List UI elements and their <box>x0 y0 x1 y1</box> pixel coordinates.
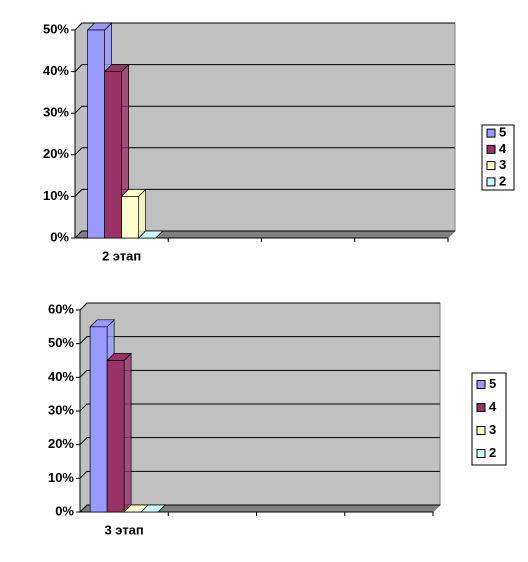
y-tick-label: 10% <box>48 470 74 485</box>
grid-line <box>79 336 440 345</box>
x-tick-label: 2 этап <box>102 248 141 263</box>
grid-line <box>74 105 455 114</box>
y-tick-label: 40% <box>48 369 74 384</box>
grid-line <box>74 22 455 31</box>
legend-swatch <box>476 380 486 389</box>
bar-top <box>137 230 164 239</box>
grid-line <box>74 147 455 156</box>
bar <box>121 196 139 239</box>
legend-swatch <box>476 449 486 458</box>
y-tick-label: 50% <box>48 335 74 350</box>
legend-label: 3 <box>499 157 506 172</box>
grid-line <box>79 403 440 412</box>
legend-swatch <box>476 403 486 412</box>
y-tick-label: 10% <box>43 188 69 203</box>
grid-line <box>79 302 440 311</box>
bar <box>87 29 105 239</box>
grid-line <box>74 230 455 239</box>
legend-label: 5 <box>499 125 506 140</box>
legend-label: 5 <box>489 376 496 391</box>
legend-swatch <box>486 128 496 138</box>
grid-line <box>79 437 440 446</box>
y-tick-label: 0% <box>55 503 74 518</box>
legend-swatch <box>486 161 496 171</box>
legend-label: 2 <box>499 173 506 188</box>
y-tick-label: 50% <box>43 21 69 36</box>
legend-label: 2 <box>489 445 496 460</box>
grid-line <box>74 64 455 72</box>
y-tick-label: 30% <box>43 105 69 120</box>
y-tick-label: 20% <box>43 146 69 161</box>
legend-swatch <box>486 144 496 154</box>
grid-line <box>79 470 440 479</box>
bar <box>104 71 122 239</box>
legend-swatch <box>476 426 486 435</box>
plot-wall <box>79 302 441 514</box>
bar-side <box>138 188 146 239</box>
bar <box>106 360 125 513</box>
x-tick-label: 3 этап <box>104 522 143 537</box>
legend-swatch <box>486 177 496 187</box>
y-tick-label: 30% <box>48 402 74 417</box>
bar <box>89 326 108 513</box>
y-tick-label: 0% <box>50 229 69 244</box>
legend-label: 3 <box>489 422 496 437</box>
legend-label: 4 <box>489 399 497 414</box>
grid-line <box>79 504 440 513</box>
bar-top <box>140 504 166 513</box>
grid-line <box>79 369 440 378</box>
grid-line <box>74 188 455 197</box>
y-tick-label: 20% <box>48 436 74 451</box>
bar-side <box>123 352 132 513</box>
legend-label: 4 <box>499 141 507 156</box>
y-tick-label: 60% <box>48 301 74 316</box>
y-tick-label: 40% <box>43 63 69 78</box>
